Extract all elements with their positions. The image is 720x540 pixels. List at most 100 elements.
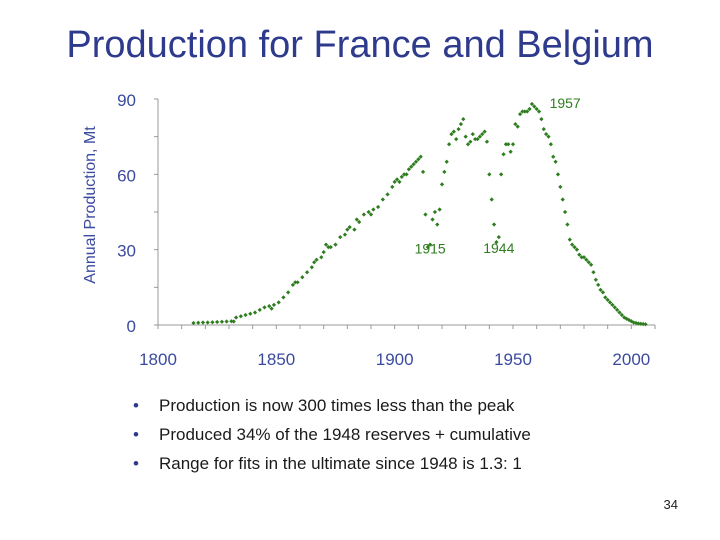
data-point xyxy=(510,142,516,147)
data-point xyxy=(643,322,648,327)
data-point xyxy=(465,142,471,147)
data-point xyxy=(499,172,504,177)
data-point xyxy=(276,300,281,305)
data-point xyxy=(269,306,274,311)
bullet-text: Range for fits in the ultimate since 194… xyxy=(159,454,522,473)
bullet-text: Produced 34% of the 1948 reserves + cumu… xyxy=(159,425,531,444)
page-number: 34 xyxy=(663,497,678,512)
slide-title: Production for France and Belgium xyxy=(66,24,654,66)
data-point xyxy=(219,319,225,324)
data-point xyxy=(444,159,449,164)
data-point xyxy=(205,320,210,325)
data-point xyxy=(570,242,575,247)
data-point xyxy=(553,159,558,164)
data-point xyxy=(482,129,487,134)
data-point xyxy=(361,212,367,217)
data-point xyxy=(200,320,206,325)
data-point xyxy=(380,197,385,202)
data-point xyxy=(224,319,229,324)
data-point xyxy=(231,319,236,324)
data-point xyxy=(579,255,584,260)
data-point xyxy=(309,265,314,270)
data-point xyxy=(503,142,509,147)
data-point xyxy=(470,132,475,137)
data-point xyxy=(591,270,596,275)
data-point xyxy=(375,204,381,210)
bullet-icon: • xyxy=(133,425,139,444)
data-point xyxy=(586,260,591,265)
data-point xyxy=(565,222,570,227)
data-point xyxy=(581,255,587,260)
bullet-text: Production is now 300 times less than th… xyxy=(159,396,515,415)
data-point xyxy=(390,184,395,190)
data-point xyxy=(491,222,497,227)
data-point xyxy=(411,162,416,167)
data-point xyxy=(342,232,348,237)
data-point xyxy=(304,270,310,275)
data-point xyxy=(558,184,563,190)
data-point xyxy=(572,245,577,250)
data-point xyxy=(243,312,248,318)
x-tick-label: 1900 xyxy=(376,350,414,369)
data-point xyxy=(368,212,374,217)
data-point xyxy=(567,237,572,242)
annotation-label: 1915 xyxy=(415,241,446,257)
data-point xyxy=(548,142,553,147)
bullet-item: • Produced 34% of the 1948 reserves + cum… xyxy=(133,422,531,451)
data-point xyxy=(454,137,459,142)
data-point xyxy=(262,305,267,310)
data-point xyxy=(484,139,490,144)
data-point xyxy=(196,320,201,325)
data-point xyxy=(463,134,468,139)
data-point xyxy=(402,172,407,177)
data-point xyxy=(404,172,409,177)
data-point xyxy=(456,127,461,132)
x-tick-label: 1800 xyxy=(139,350,177,369)
data-point xyxy=(210,320,215,325)
x-tick-label: 1950 xyxy=(494,350,532,369)
data-point xyxy=(300,275,305,280)
data-point xyxy=(354,217,359,222)
data-point xyxy=(541,127,546,132)
data-point xyxy=(399,174,404,179)
data-point xyxy=(610,302,615,308)
data-point xyxy=(487,172,492,177)
data-point xyxy=(617,310,622,315)
data-point xyxy=(323,242,329,247)
data-point xyxy=(546,134,551,139)
data-point xyxy=(328,245,333,250)
data-point xyxy=(347,224,352,230)
data-point xyxy=(598,287,603,292)
bullet-list: • Production is now 300 times less than t… xyxy=(133,393,531,480)
y-tick-label: 0 xyxy=(127,317,136,336)
data-point xyxy=(489,197,494,202)
data-point xyxy=(437,207,442,212)
data-point xyxy=(477,134,482,139)
annotation-label: 1957 xyxy=(550,95,581,111)
data-point xyxy=(458,121,464,127)
data-point xyxy=(281,295,286,300)
bullet-item: • Range for fits in the ultimate since 19… xyxy=(133,451,531,480)
data-point xyxy=(418,154,423,159)
data-point xyxy=(333,242,338,247)
chart-annotations: 1957 1915 1944 xyxy=(415,95,581,257)
data-point xyxy=(619,312,624,318)
bullet-icon: • xyxy=(133,454,139,473)
y-axis-label: Annual Production, Mt xyxy=(82,126,99,284)
data-point xyxy=(508,149,513,154)
data-point xyxy=(494,240,499,245)
data-point xyxy=(425,245,430,250)
data-point xyxy=(584,257,589,262)
data-point xyxy=(293,280,298,285)
data-point xyxy=(420,169,426,174)
y-ticks: 0 30 60 90 xyxy=(117,91,158,336)
data-point xyxy=(562,209,568,215)
data-points xyxy=(191,101,648,327)
data-point xyxy=(267,304,272,309)
data-point xyxy=(338,234,343,240)
data-point xyxy=(551,154,556,159)
data-point xyxy=(612,305,617,310)
data-point xyxy=(257,307,262,313)
data-point xyxy=(233,315,239,320)
data-point xyxy=(593,277,598,282)
